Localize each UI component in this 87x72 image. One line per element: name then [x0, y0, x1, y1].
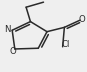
- Text: O: O: [79, 15, 86, 24]
- Text: O: O: [9, 47, 16, 56]
- Text: N: N: [5, 25, 11, 34]
- Text: Cl: Cl: [61, 40, 69, 49]
